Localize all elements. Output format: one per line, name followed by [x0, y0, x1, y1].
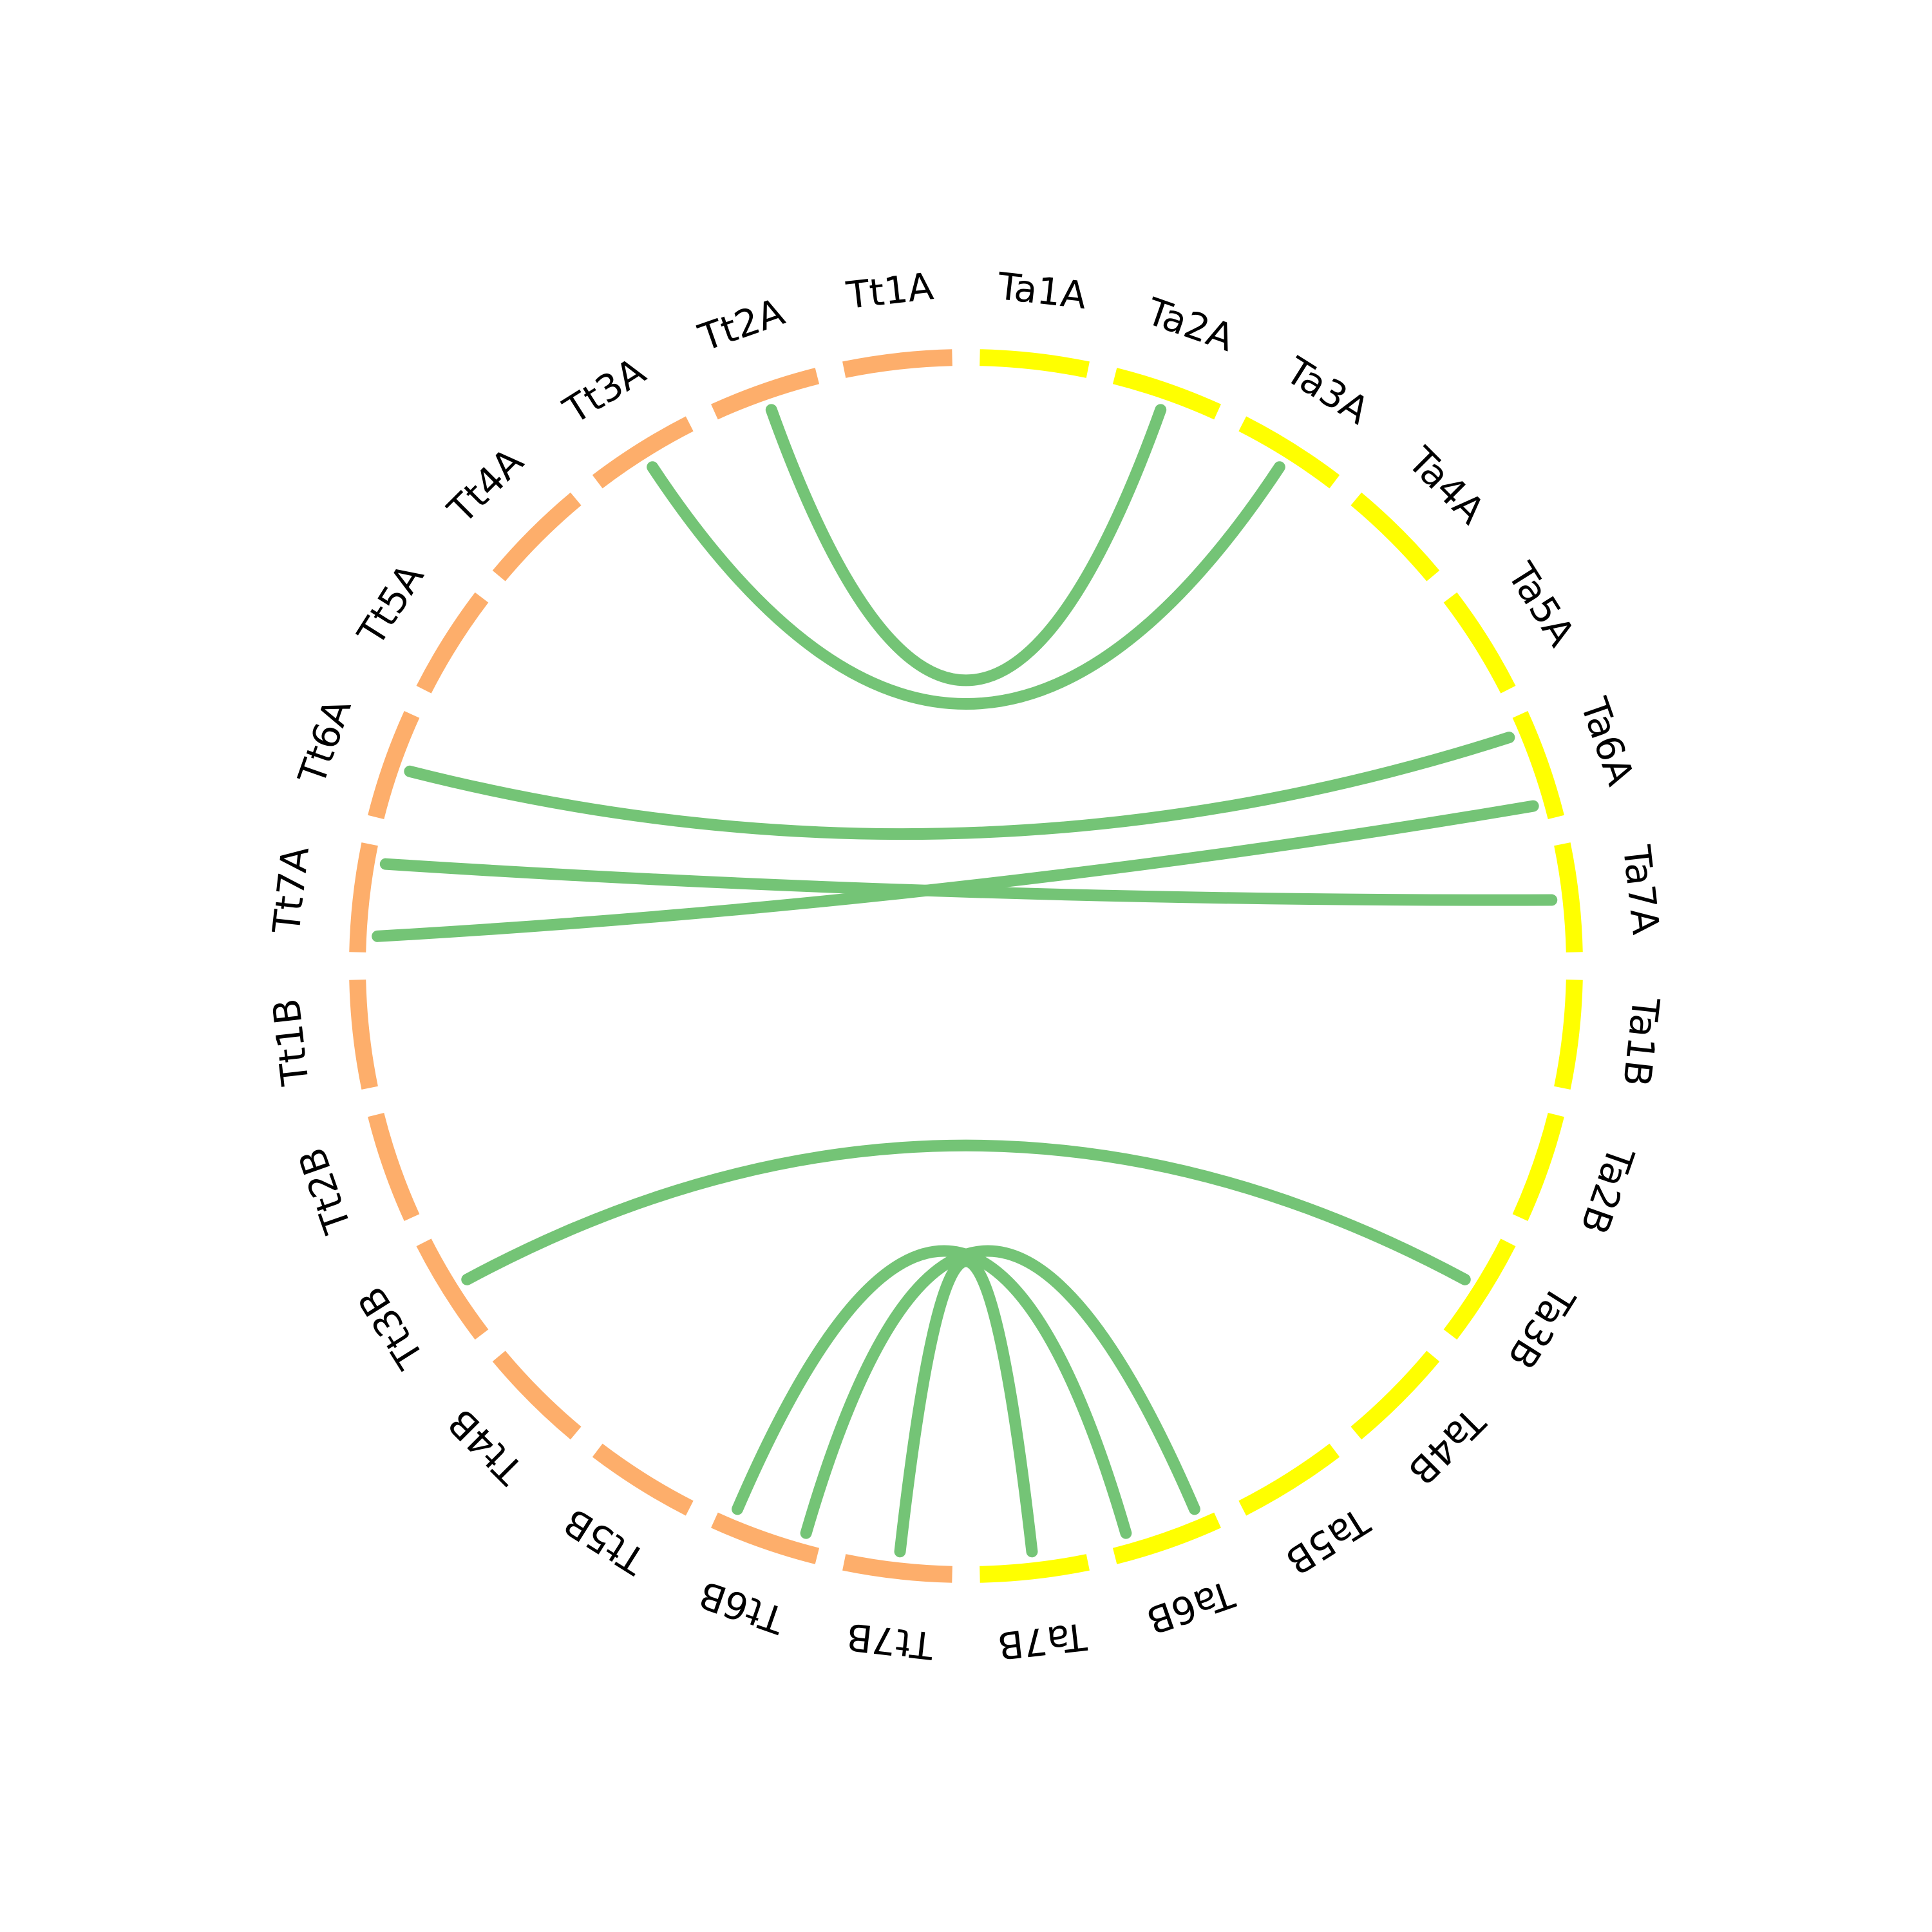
- segment-label-tt4b: Tt4B: [439, 1400, 532, 1493]
- segment-label-tt1a: Tt1A: [844, 264, 936, 317]
- segment-ta2b: [1512, 1112, 1564, 1221]
- segment-tt4a: [492, 492, 582, 582]
- segment-label-ta1a: Ta1A: [995, 264, 1089, 317]
- segment-ta3a: [1238, 416, 1340, 489]
- segment-ta7a: [1554, 842, 1583, 952]
- segment-label-tt6b: Tt6B: [694, 1572, 791, 1642]
- segment-label-ta1b: Ta1B: [1615, 995, 1668, 1089]
- segment-label-tt4a: Tt4A: [439, 439, 532, 532]
- segment-label-ta3a: Ta3A: [1278, 348, 1377, 433]
- segment-ta5b: [1238, 1443, 1340, 1516]
- segment-label-ta4b: Ta4B: [1399, 1399, 1493, 1493]
- segment-tt6a: [368, 711, 420, 820]
- segment-tt5a: [416, 592, 489, 694]
- segment-ta2a: [1112, 368, 1221, 420]
- segment-label-ta4a: Ta4A: [1399, 438, 1493, 533]
- segment-ta5a: [1443, 592, 1516, 694]
- segment-label-ta6a: Ta6A: [1572, 692, 1643, 791]
- segment-ta7b: [980, 1554, 1090, 1583]
- segment-tt5b: [592, 1443, 694, 1516]
- segment-label-ta2a: Ta2A: [1141, 289, 1240, 360]
- segment-tt6b: [711, 1512, 820, 1564]
- segment-tt1b: [349, 980, 378, 1090]
- segment-ta4b: [1350, 1350, 1440, 1440]
- link-tt3b-ta3b: [461, 1139, 1471, 1285]
- segment-ta4a: [1350, 492, 1440, 582]
- segment-tt7a: [349, 842, 378, 952]
- segments-layer: [349, 349, 1583, 1583]
- segment-label-tt2a: Tt2A: [693, 290, 790, 360]
- segment-label-ta2b: Ta2B: [1572, 1141, 1643, 1240]
- segment-label-tt5b: Tt5B: [556, 1500, 654, 1584]
- segment-tt1a: [842, 349, 952, 378]
- segment-label-tt7a: Tt7A: [264, 844, 317, 936]
- segment-label-tt5a: Tt5A: [349, 556, 433, 653]
- segment-label-tt3a: Tt3A: [556, 349, 653, 433]
- link-tt3a-ta3a: [647, 461, 1285, 710]
- segment-label-tt6a: Tt6A: [290, 693, 360, 790]
- segment-tt7b: [842, 1554, 952, 1583]
- link-tt6b-ta6b: [732, 1245, 1132, 1539]
- segment-label-ta3b: Ta3B: [1499, 1278, 1584, 1377]
- segment-tt2a: [711, 368, 820, 420]
- segment-ta1a: [980, 349, 1090, 378]
- segment-tt3b: [416, 1238, 489, 1340]
- segment-ta1b: [1554, 980, 1583, 1090]
- segment-ta6b: [1112, 1512, 1221, 1564]
- segment-label-tt2b: Tt2B: [290, 1142, 360, 1240]
- segment-label-tt7b: Tt7B: [844, 1615, 936, 1668]
- link-tt2a-ta2a: [765, 404, 1167, 687]
- link-tt7a-ta7a: [379, 858, 1558, 906]
- link-tt7b-ta7b: [894, 1255, 1038, 1558]
- segment-label-ta5b: Ta5B: [1278, 1499, 1378, 1584]
- link-tt6b-ta6b: [800, 1245, 1200, 1539]
- links-layer: [372, 404, 1558, 1558]
- segment-tt2b: [368, 1112, 420, 1221]
- segment-label-ta5a: Ta5A: [1499, 554, 1584, 654]
- link-tt6a-ta6a: [404, 732, 1515, 840]
- segment-label-tt1b: Tt1B: [264, 996, 317, 1088]
- segment-label-tt3b: Tt3B: [349, 1279, 433, 1376]
- segment-tt4b: [492, 1350, 582, 1440]
- segment-label-ta7a: Ta7A: [1615, 843, 1668, 937]
- segment-ta3b: [1443, 1238, 1516, 1340]
- segment-tt3a: [592, 416, 694, 489]
- segment-label-ta7b: Ta7B: [996, 1615, 1090, 1668]
- segment-ta6a: [1512, 711, 1564, 820]
- segment-label-ta6b: Ta6B: [1141, 1572, 1240, 1643]
